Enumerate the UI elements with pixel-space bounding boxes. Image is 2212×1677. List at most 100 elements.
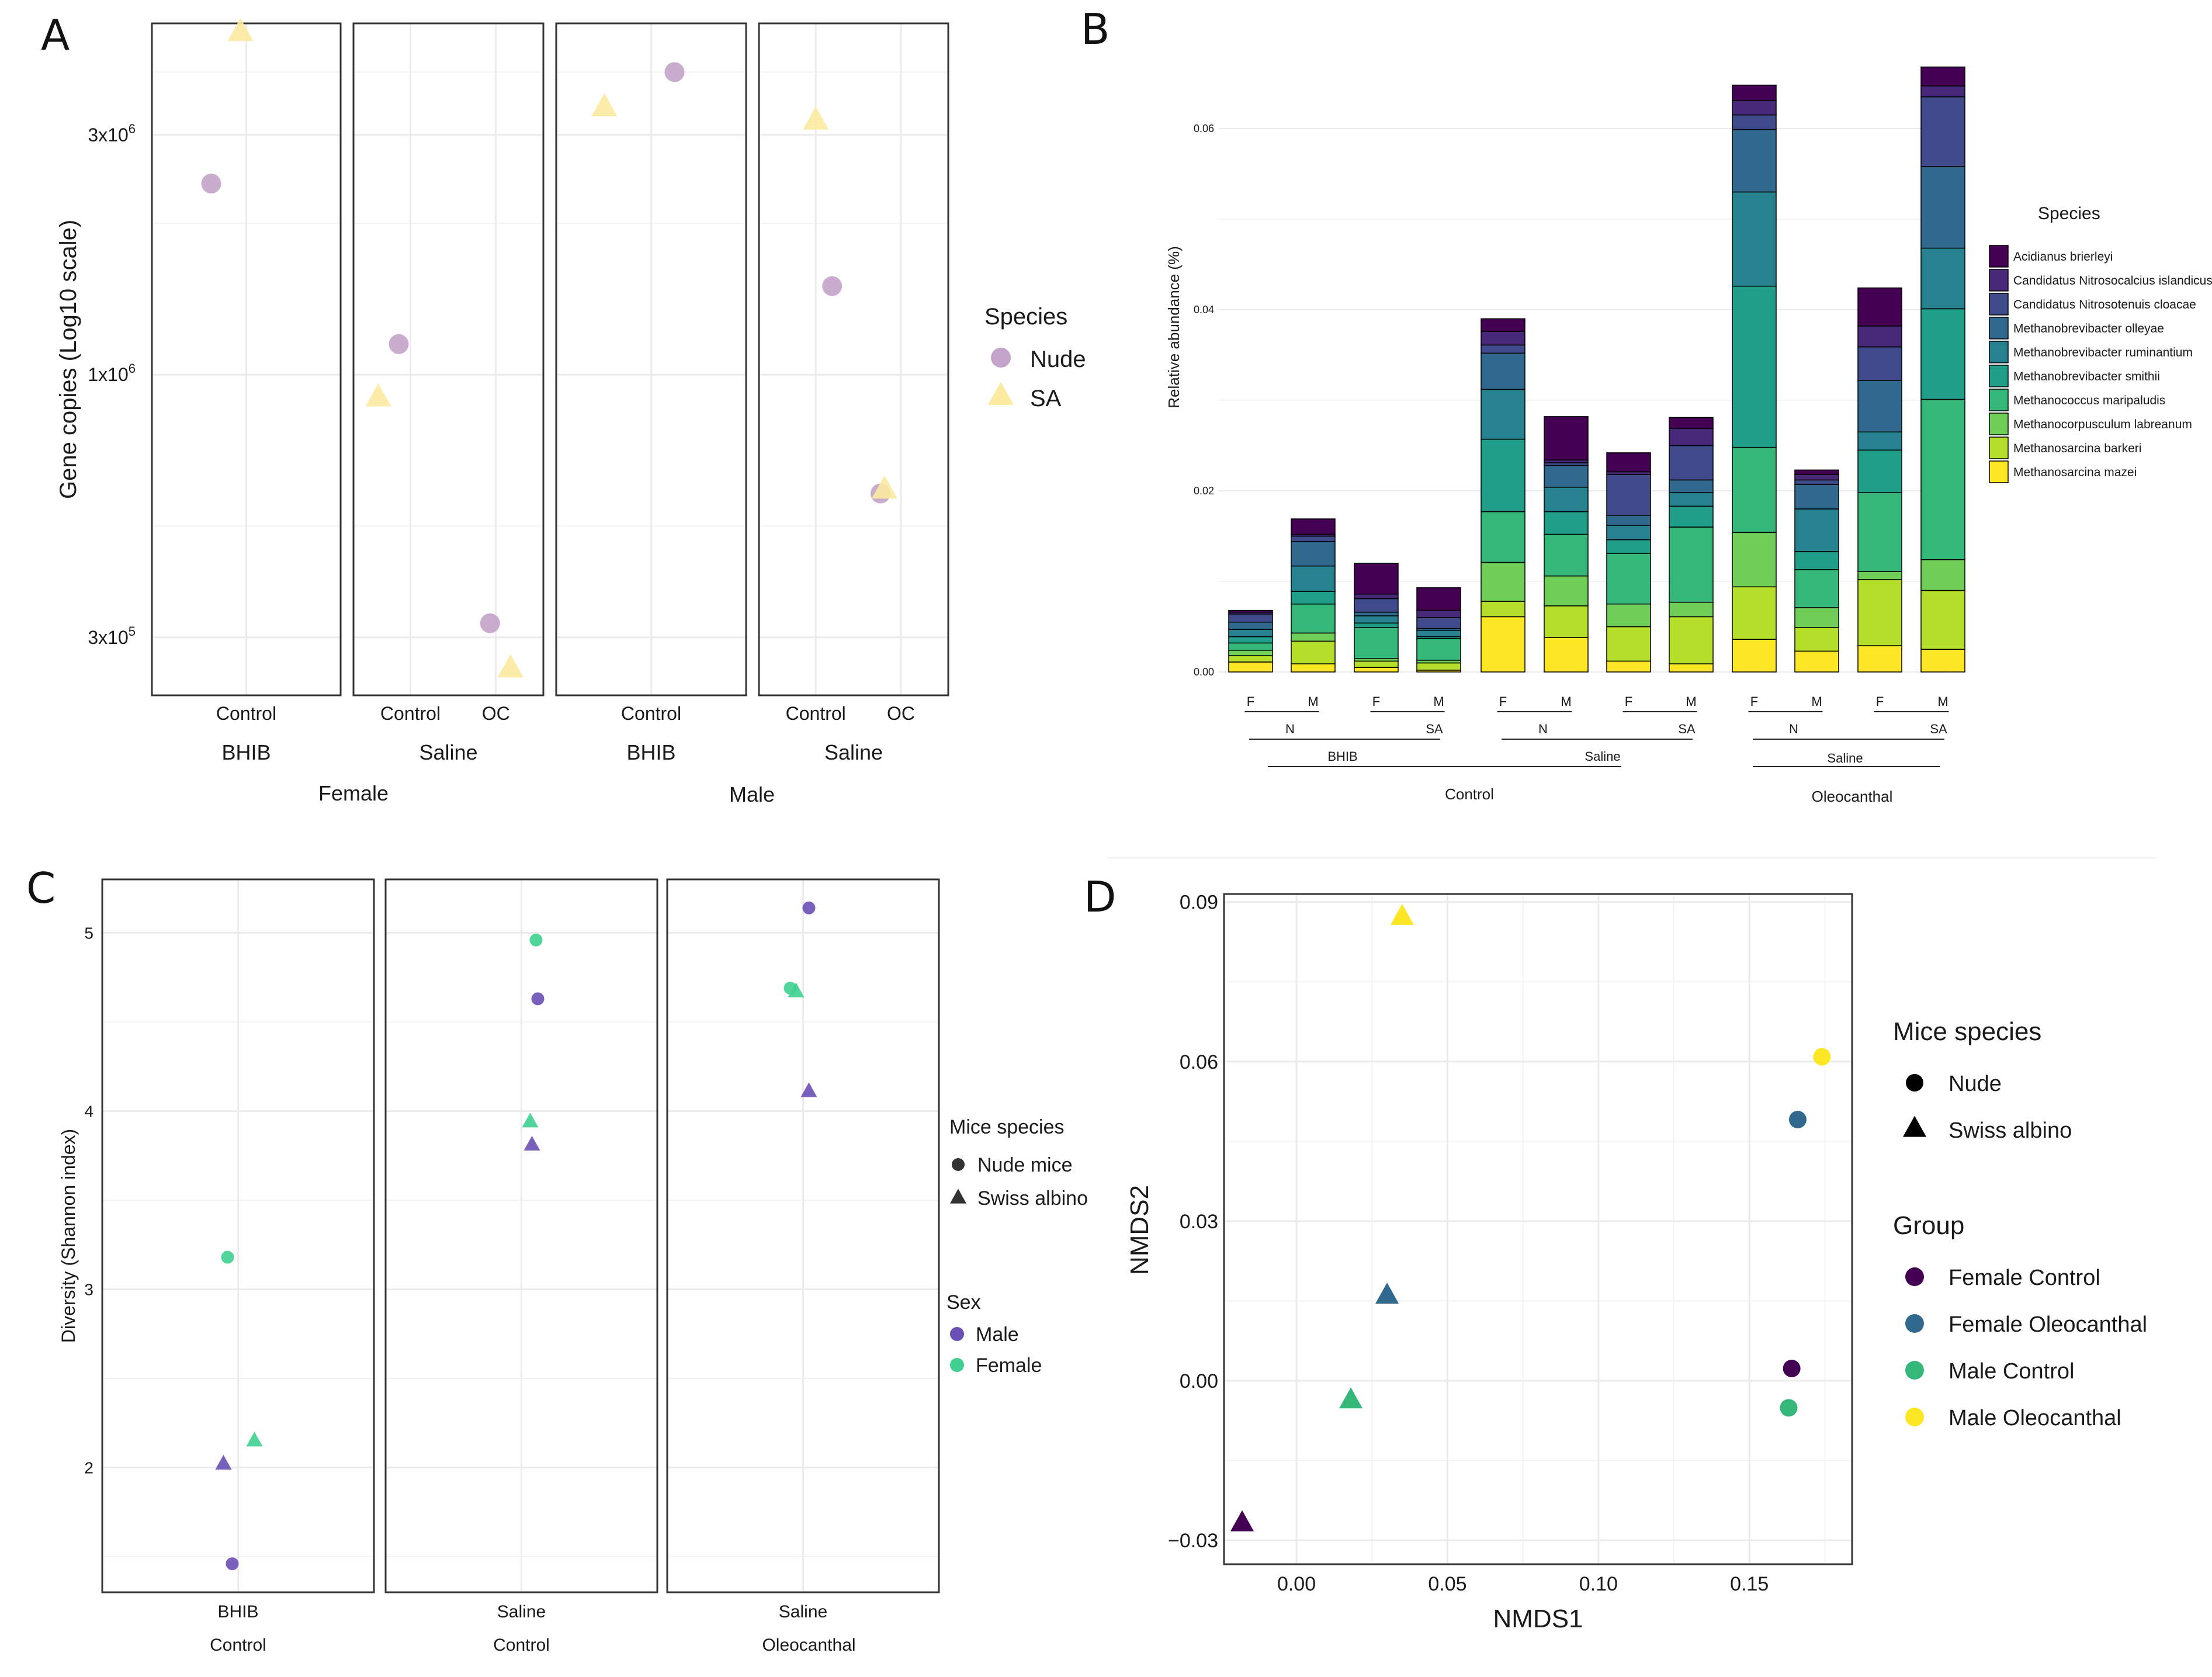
legend-shape-title: Mice species	[1893, 1017, 2041, 1046]
y-tick-label: 3x106	[88, 122, 136, 145]
bar-segment	[1228, 636, 1273, 644]
species-row-label: SA	[1930, 722, 1947, 736]
legend-label-sa: SA	[1030, 386, 1062, 411]
bar-segment	[1228, 614, 1273, 623]
facet-strip-label: BHIB	[626, 740, 675, 764]
legend-label: Acidianus brierleyi	[2013, 250, 2113, 264]
bar-segment	[1794, 627, 1839, 652]
y-tick-label: 0.02	[1194, 485, 1214, 497]
bar-segment	[1669, 417, 1714, 429]
bar-segment	[1354, 563, 1399, 595]
bar-segment	[1732, 285, 1777, 448]
bar-segment	[1354, 611, 1399, 616]
x-tick-label: BHIB	[217, 1602, 258, 1621]
y-tick-base: 3x10	[88, 124, 128, 145]
bar-segment	[1481, 616, 1525, 673]
legend-key-sa	[988, 382, 1014, 406]
y-tick-label: 5	[84, 924, 93, 943]
point-swiss-albino	[246, 1432, 263, 1447]
bar-segment	[1669, 445, 1714, 481]
legend-label-nude: Nude	[1948, 1072, 2002, 1096]
x-tick-label: Control	[786, 703, 846, 724]
bar-segment	[1669, 601, 1714, 618]
legend-label-nude: Nude	[1030, 347, 1086, 372]
bar-segment	[1606, 474, 1651, 516]
bar-segment	[1920, 559, 1965, 591]
bar-segment	[1228, 642, 1273, 651]
legend-key-group	[1905, 1408, 1924, 1426]
group-row-label-saline: Saline	[1585, 749, 1620, 764]
facet-strip-label: Control	[493, 1636, 550, 1655]
legend-label: Methanococcus maripaludis	[2013, 394, 2165, 407]
facet-strip-label: Oleocanthal	[762, 1636, 855, 1655]
x-sex-label: F	[1499, 694, 1507, 709]
bar-segment	[1544, 487, 1589, 512]
legend-label-swiss: Swiss albino	[977, 1187, 1088, 1210]
bar-segment	[1291, 535, 1336, 542]
y-tick-label: 2	[84, 1459, 93, 1477]
bar-segment	[1544, 465, 1589, 488]
group-label-female: Female	[318, 781, 389, 805]
bar-segment	[1544, 637, 1589, 673]
x-sex-label: M	[1811, 694, 1822, 709]
panel-label-a: A	[41, 11, 70, 60]
y-axis-title: Relative abundance (%)	[1165, 246, 1183, 408]
legend-key	[1989, 460, 2009, 483]
legend-label: Methanosarcina barkeri	[2013, 442, 2141, 455]
legend-key-group	[1905, 1267, 1924, 1286]
bar-segment	[1794, 551, 1839, 570]
y-tick-label: 0.06	[1194, 123, 1214, 134]
bar-segment	[1416, 662, 1461, 671]
facet-strip-label: BHIB	[221, 740, 271, 764]
legend-label: Methanobrevibacter ruminantium	[2013, 346, 2193, 359]
point-nude	[531, 992, 545, 1006]
y-axis-title: Gene copies (Log10 scale)	[56, 220, 81, 499]
y-tick-label: 0.04	[1194, 304, 1214, 316]
bar-segment	[1416, 637, 1461, 661]
facet-strip-label: Control	[210, 1636, 266, 1655]
bar-segment	[1794, 569, 1839, 608]
legend-label: Methanobrevibacter olleyae	[2013, 322, 2164, 335]
point-nude	[1813, 1048, 1831, 1066]
legend-key-nude	[991, 348, 1011, 368]
y-tick-exponent: 5	[129, 624, 136, 639]
point-swiss-albino	[523, 1135, 540, 1151]
bar-segment	[1669, 505, 1714, 528]
point-nude	[221, 1250, 234, 1264]
y-tick-label: 0.06	[1180, 1051, 1218, 1073]
bar-segment	[1291, 591, 1336, 605]
bar-segment	[1732, 191, 1777, 287]
x-sex-label: M	[1433, 694, 1444, 709]
species-row-label: SA	[1678, 722, 1696, 736]
point-swiss-albino	[1390, 903, 1414, 925]
legend-title: Species	[984, 304, 1067, 330]
x-axis-title: NMDS1	[1493, 1605, 1583, 1633]
bar-segment	[1544, 533, 1589, 577]
treatment-label-oleocanthal: Oleocanthal	[1812, 788, 1893, 805]
legend-key-nude	[952, 1158, 965, 1171]
bar-segment	[1481, 438, 1525, 512]
bar-segment	[1732, 586, 1777, 640]
point-nude	[389, 334, 409, 354]
legend-label-nude: Nude mice	[977, 1154, 1073, 1176]
treatment-label-control: Control	[1445, 785, 1494, 803]
bar-segment	[1794, 484, 1839, 510]
bar-segment	[1606, 604, 1651, 628]
species-row-label: N	[1789, 722, 1798, 736]
bar-segment	[1920, 85, 1965, 98]
bar-segment	[1291, 663, 1336, 673]
bar-segment	[1228, 661, 1273, 673]
point-swiss-albino	[1339, 1387, 1363, 1409]
legend-key-group	[1905, 1361, 1924, 1380]
point-sa	[497, 654, 523, 678]
legend-label-group: Male Control	[1948, 1359, 2074, 1384]
legend-key-group	[1905, 1314, 1924, 1333]
bar-segment	[1291, 518, 1336, 535]
bar-segment	[1857, 431, 1902, 451]
legend-color-title: Sex	[946, 1291, 981, 1314]
x-sex-label: M	[1308, 694, 1318, 709]
bar-segment	[1920, 399, 1965, 560]
bar-segment	[1857, 579, 1902, 646]
point-sa	[872, 475, 897, 499]
